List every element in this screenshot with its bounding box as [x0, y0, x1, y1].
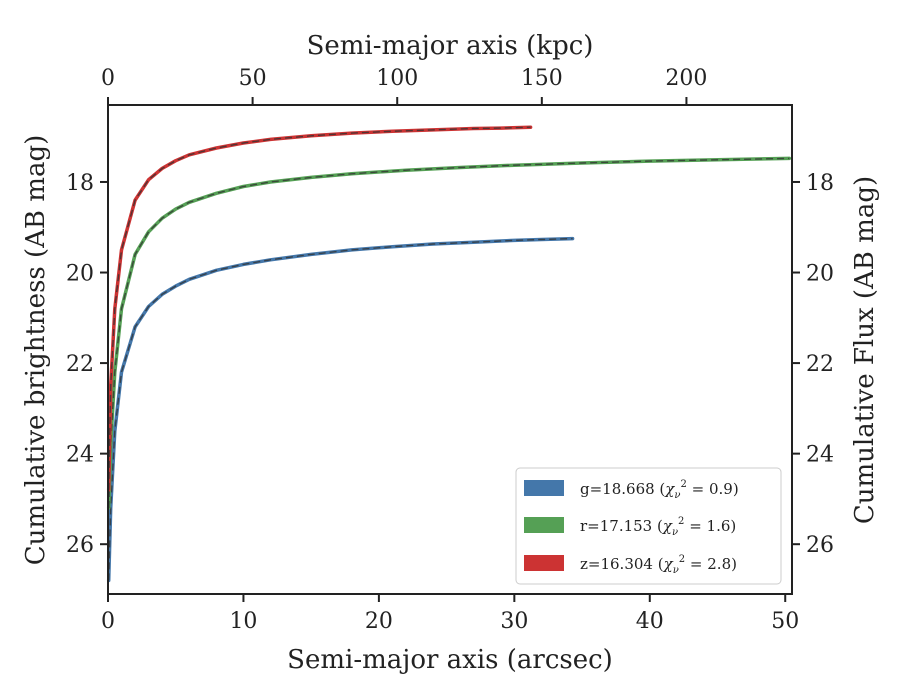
series-line-g — [106, 236, 575, 583]
y-axis-title: Cumulative brightness (AB mag) — [21, 135, 51, 566]
x-tick-label: 10 — [229, 609, 257, 634]
x-tick-label: 30 — [500, 609, 528, 634]
top-x-tick-label: 100 — [376, 66, 418, 91]
x-tick-label: 20 — [365, 609, 393, 634]
y-tick-label: 22 — [66, 352, 94, 377]
legend-entry-z: z=16.304 (χν2 = 2.8) — [524, 554, 737, 576]
x-tick-label: 40 — [636, 609, 664, 634]
model-line-g — [108, 237, 573, 581]
legend-box — [515, 467, 782, 585]
x-tick-label: 0 — [101, 609, 115, 634]
right-y-tick-label: 22 — [806, 352, 834, 377]
top-x-tick-label: 150 — [521, 66, 563, 91]
right-y-tick-label: 18 — [806, 171, 834, 196]
top-x-tick-label: 50 — [239, 66, 267, 91]
plot-area — [106, 125, 792, 583]
series-line-r — [106, 156, 792, 510]
x-axis-title: Semi-major axis (arcsec) — [287, 645, 613, 675]
right-y-axis-title: Cumulative Flux (AB mag) — [850, 176, 880, 524]
top-x-axis-title: Semi-major axis (kpc) — [307, 31, 594, 61]
top-x-tick-label: 0 — [101, 66, 115, 91]
legend-label-r: r=17.153 (χν2 = 1.6) — [580, 516, 736, 538]
series-line-z — [106, 125, 533, 492]
legend-entry-g: g=18.668 (χν2 = 0.9) — [524, 479, 739, 501]
legend: g=18.668 (χν2 = 0.9) r=17.153 (χν2 = 1.6… — [515, 467, 782, 585]
legend-swatch-g — [524, 480, 564, 496]
axis-ticks: 0 10 20 30 40 50 0 50 100 150 200 18 18 20 20 22 22 24 24 2… — [66, 66, 834, 634]
legend-label-g: g=18.668 (χν2 = 0.9) — [580, 479, 739, 501]
legend-label-z: z=16.304 (χν2 = 2.8) — [580, 554, 737, 576]
x-tick-label: 50 — [771, 609, 799, 634]
right-y-tick-label: 24 — [806, 443, 834, 468]
legend-entry-r: r=17.153 (χν2 = 1.6) — [524, 516, 736, 538]
right-y-tick-label: 20 — [806, 262, 834, 287]
model-line-r — [108, 157, 790, 509]
y-tick-label: 26 — [66, 533, 94, 558]
legend-swatch-z — [524, 555, 564, 571]
plot-frame — [107, 104, 793, 595]
y-tick-label: 20 — [66, 262, 94, 287]
model-line-z — [108, 126, 531, 490]
top-x-tick-label: 200 — [665, 66, 707, 91]
y-tick-label: 24 — [66, 443, 94, 468]
right-y-tick-label: 26 — [806, 533, 834, 558]
legend-swatch-r — [524, 517, 564, 533]
y-tick-label: 18 — [66, 171, 94, 196]
